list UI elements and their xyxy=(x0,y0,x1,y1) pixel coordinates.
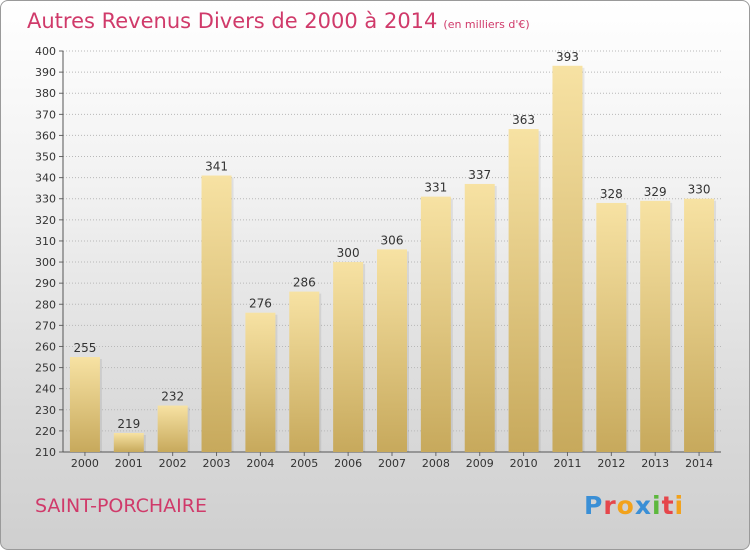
bar xyxy=(245,312,276,452)
bar-value-label: 276 xyxy=(249,297,272,311)
bar-value-label: 300 xyxy=(337,246,360,260)
x-tick-label: 2014 xyxy=(685,457,713,470)
x-tick-label: 2011 xyxy=(553,457,581,470)
y-tick-label: 260 xyxy=(35,340,56,353)
bar xyxy=(289,291,320,452)
bar-value-label: 330 xyxy=(688,183,711,197)
y-tick-label: 350 xyxy=(35,151,56,164)
y-tick-label: 340 xyxy=(35,172,56,185)
bar-value-label: 337 xyxy=(468,168,491,182)
bar xyxy=(420,196,451,452)
x-tick-label: 2013 xyxy=(641,457,669,470)
bar-value-label: 328 xyxy=(600,187,623,201)
x-tick-label: 2000 xyxy=(71,457,99,470)
x-tick-label: 2004 xyxy=(246,457,274,470)
chart-title: Autres Revenus Divers de 2000 à 2014 (en … xyxy=(27,9,530,33)
bar xyxy=(201,175,232,452)
x-tick-label: 2002 xyxy=(159,457,187,470)
x-tick-label: 2008 xyxy=(422,457,450,470)
y-tick-label: 220 xyxy=(35,425,56,438)
bar-value-label: 393 xyxy=(556,50,579,64)
y-tick-label: 300 xyxy=(35,256,56,269)
y-tick-label: 310 xyxy=(35,235,56,248)
commune-name: SAINT-PORCHAIRE xyxy=(35,495,207,517)
y-tick-label: 380 xyxy=(35,87,56,100)
bar xyxy=(508,129,539,452)
bar xyxy=(69,357,100,452)
y-tick-label: 330 xyxy=(35,193,56,206)
bar xyxy=(640,200,671,452)
y-tick-label: 230 xyxy=(35,404,56,417)
y-tick-label: 370 xyxy=(35,108,56,121)
x-tick-label: 2003 xyxy=(203,457,231,470)
chart-title-text: Autres Revenus Divers de 2000 à 2014 xyxy=(27,9,438,33)
y-tick-label: 240 xyxy=(35,383,56,396)
y-tick-label: 250 xyxy=(35,362,56,375)
bar-value-label: 329 xyxy=(644,185,667,199)
proxiti-logo: Proxiti xyxy=(584,491,685,520)
x-tick-label: 2010 xyxy=(510,457,538,470)
bar-value-label: 255 xyxy=(73,341,96,355)
x-tick-label: 2007 xyxy=(378,457,406,470)
bar xyxy=(333,262,364,452)
bar xyxy=(113,433,144,452)
y-tick-label: 210 xyxy=(35,446,56,459)
bar xyxy=(377,249,407,452)
x-tick-label: 2005 xyxy=(290,457,318,470)
bar-value-label: 219 xyxy=(117,417,140,431)
bar xyxy=(157,405,188,452)
bar-value-label: 306 xyxy=(381,233,404,247)
y-tick-label: 320 xyxy=(35,214,56,227)
y-tick-label: 400 xyxy=(35,45,56,58)
bar-value-label: 331 xyxy=(424,181,447,195)
bar-value-label: 341 xyxy=(205,160,228,174)
y-tick-label: 270 xyxy=(35,319,56,332)
y-tick-label: 280 xyxy=(35,298,56,311)
bar xyxy=(464,183,495,452)
bar-value-label: 232 xyxy=(161,390,184,404)
bar xyxy=(684,198,715,452)
y-tick-label: 290 xyxy=(35,277,56,290)
x-tick-label: 2006 xyxy=(334,457,362,470)
y-tick-label: 360 xyxy=(35,129,56,142)
bar-value-label: 363 xyxy=(512,113,535,127)
y-tick-label: 390 xyxy=(35,66,56,79)
bar xyxy=(596,202,627,452)
bar xyxy=(552,65,583,452)
x-tick-label: 2001 xyxy=(115,457,143,470)
chart-unit: (en milliers d'€) xyxy=(443,18,530,31)
x-tick-label: 2012 xyxy=(597,457,625,470)
bar-value-label: 286 xyxy=(293,276,316,290)
x-tick-label: 2009 xyxy=(466,457,494,470)
